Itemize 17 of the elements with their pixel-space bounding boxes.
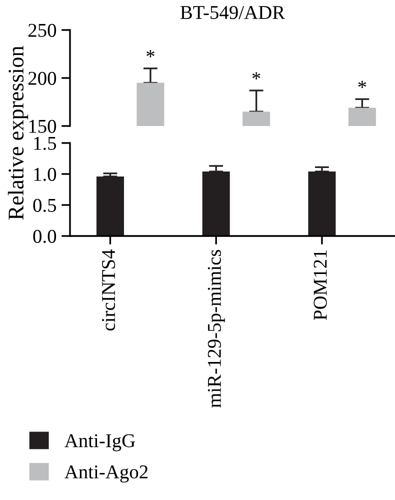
y-tick-label: 150 [29, 120, 56, 133]
y-tick-label: 250 [28, 24, 56, 37]
y-tick-label: 1.0 [34, 168, 56, 182]
chart-title: BT-549/ADR [180, 6, 286, 20]
x-tick-label: POM121 [314, 250, 327, 320]
annotation: * [252, 72, 260, 80]
annotation: * [358, 80, 366, 88]
legend-label: Anti-IgG [64, 434, 136, 452]
x-tick-label: miR-129-5p-mimics [208, 250, 225, 408]
y-tick-label: 0.0 [33, 230, 56, 244]
legend-label: Anti-Ago2 [64, 465, 148, 482]
y-tick-label: 200 [28, 72, 56, 85]
annotation: * [146, 50, 154, 58]
y-tick-label: 0.5 [33, 198, 56, 212]
x-tick-label: circINTS4 [102, 249, 116, 331]
y-axis-title: Relative expression [8, 46, 28, 220]
y-tick-label: 1.5 [34, 136, 56, 150]
